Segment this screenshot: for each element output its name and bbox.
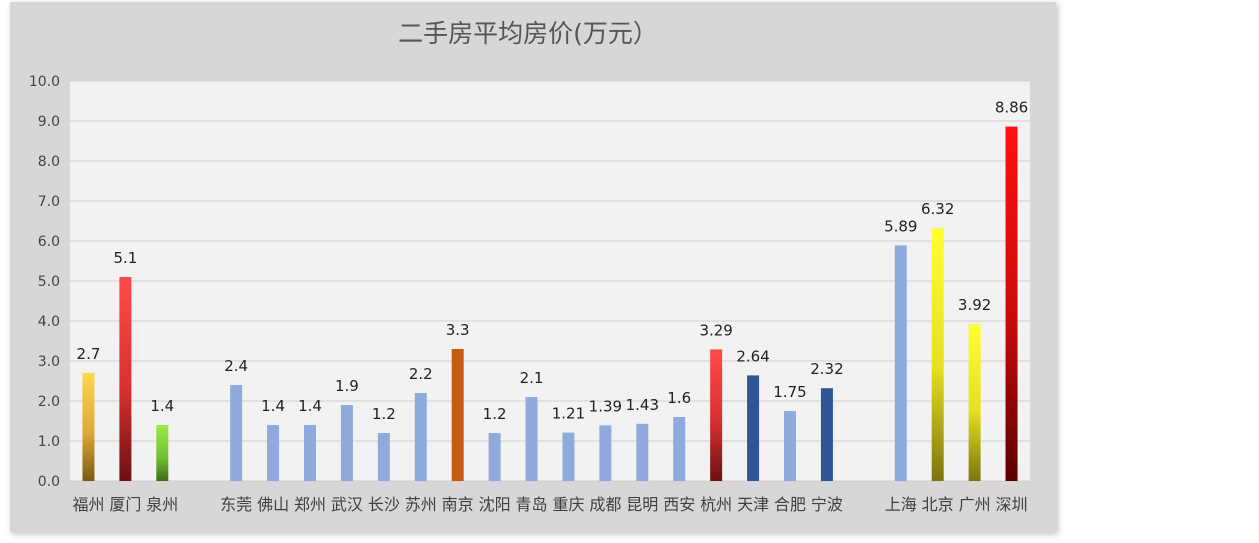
- bar: [230, 385, 243, 481]
- data-label: 2.64: [736, 347, 769, 365]
- bar: [304, 425, 316, 481]
- y-tick-label: 5.0: [38, 274, 60, 290]
- data-label: 3.3: [446, 321, 470, 339]
- data-label: 1.4: [261, 397, 285, 415]
- category-label: 福州: [72, 495, 104, 514]
- category-label: 宁波: [811, 495, 843, 514]
- category-label: 郑州: [294, 495, 326, 514]
- chart-panel: 二手房平均房价(万元） 0.0 1.0 2.0 3.0 4.0 5.0 6.0 7.0 8.0 9…: [10, 2, 1056, 532]
- bar: [747, 375, 760, 481]
- category-label: 北京: [922, 495, 954, 514]
- bar: [340, 405, 353, 481]
- bar: [488, 433, 501, 481]
- data-label: 8.86: [995, 99, 1028, 117]
- bar: [82, 373, 95, 481]
- y-tick-label: 1.0: [38, 434, 60, 450]
- bar: [599, 425, 612, 481]
- data-label: 1.9: [335, 377, 359, 395]
- data-label: 2.32: [810, 360, 843, 378]
- bar: [414, 393, 427, 481]
- bar: [1005, 126, 1018, 481]
- y-tick-label: 8.0: [38, 154, 60, 170]
- category-label: 沈阳: [479, 495, 511, 514]
- category-label: 厦门: [109, 495, 141, 514]
- data-label: 1.39: [589, 397, 622, 415]
- bar: [894, 245, 907, 481]
- data-label: 2.4: [224, 357, 248, 375]
- y-tick-label: 2.0: [38, 394, 60, 410]
- data-label: 2.7: [77, 345, 101, 363]
- grid-layer: [70, 80, 1030, 482]
- y-tick-label: 9.0: [38, 114, 60, 130]
- category-label: 西安: [663, 495, 695, 514]
- bar: [968, 324, 981, 481]
- bar: [267, 425, 280, 481]
- category-label: 昆明: [626, 495, 658, 514]
- data-label: 1.4: [298, 397, 322, 415]
- bar: [673, 417, 686, 481]
- y-tick-label: 6.0: [38, 234, 60, 250]
- data-label: 1.21: [552, 405, 585, 423]
- category-label: 天津: [737, 495, 769, 514]
- category-label: 成都: [589, 495, 621, 514]
- category-label-layer: 福州 厦门 泉州 东莞 佛山 郑州 武汉 长沙 苏州 南京 沈阳 青岛 重庆 成都 昆明 西安 杭州 天津 合肥 宁波…: [72, 495, 1027, 514]
- data-label: 2.1: [520, 369, 544, 387]
- bar: [636, 423, 649, 481]
- data-label: 1.4: [150, 397, 174, 415]
- category-label: 杭州: [700, 495, 732, 514]
- data-label-layer: 2.7 5.1 1.4 2.4 1.4 1.4 1.9 1.2 2.2 3.3 1.2 2.1 1.21…: [77, 99, 1029, 423]
- category-label: 苏州: [405, 495, 437, 514]
- category-label: 佛山: [257, 495, 289, 514]
- category-label: 南京: [442, 495, 474, 514]
- bar: [525, 397, 538, 481]
- bar: [377, 433, 390, 481]
- y-tick-label: 0.0: [38, 474, 60, 490]
- category-label: 武汉: [331, 495, 363, 514]
- chart-title: 二手房平均房价(万元）: [398, 19, 658, 48]
- data-label: 3.29: [699, 321, 732, 339]
- chart-svg: 二手房平均房价(万元） 0.0 1.0 2.0 3.0 4.0 5.0 6.0 7.0 8.0 9…: [29, 19, 1030, 514]
- bar-layer: [82, 126, 1018, 481]
- category-label: 广州: [959, 495, 991, 514]
- bar: [119, 277, 132, 481]
- data-label: 1.2: [372, 405, 396, 423]
- y-tick-label: 7.0: [38, 194, 60, 210]
- bar: [931, 228, 944, 481]
- bar: [156, 425, 169, 481]
- category-label: 青岛: [516, 495, 548, 514]
- y-tick-label: 3.0: [38, 354, 60, 370]
- category-label: 深圳: [996, 495, 1028, 514]
- data-label: 5.89: [884, 217, 917, 235]
- data-label: 3.92: [958, 296, 991, 314]
- data-label: 1.6: [667, 389, 691, 407]
- bar: [451, 349, 464, 481]
- data-label: 1.2: [483, 405, 507, 423]
- bar: [562, 432, 575, 481]
- category-label: 合肥: [774, 495, 806, 514]
- bar: [784, 411, 796, 481]
- y-axis-ticks: 0.0 1.0 2.0 3.0 4.0 5.0 6.0 7.0 8.0 9.0 10.0: [29, 74, 60, 490]
- data-label: 6.32: [921, 200, 954, 218]
- data-label: 1.75: [773, 383, 806, 401]
- category-label: 长沙: [368, 495, 400, 514]
- category-label: 上海: [885, 495, 917, 514]
- y-tick-label: 4.0: [38, 314, 60, 330]
- data-label: 2.2: [409, 365, 433, 383]
- category-label: 泉州: [146, 495, 178, 514]
- category-label: 东莞: [220, 495, 252, 514]
- y-tick-label: 10.0: [29, 74, 60, 90]
- data-label: 1.43: [626, 396, 659, 414]
- bar: [710, 349, 723, 481]
- category-label: 重庆: [552, 495, 584, 514]
- data-label: 5.1: [113, 249, 137, 267]
- bar: [820, 388, 833, 481]
